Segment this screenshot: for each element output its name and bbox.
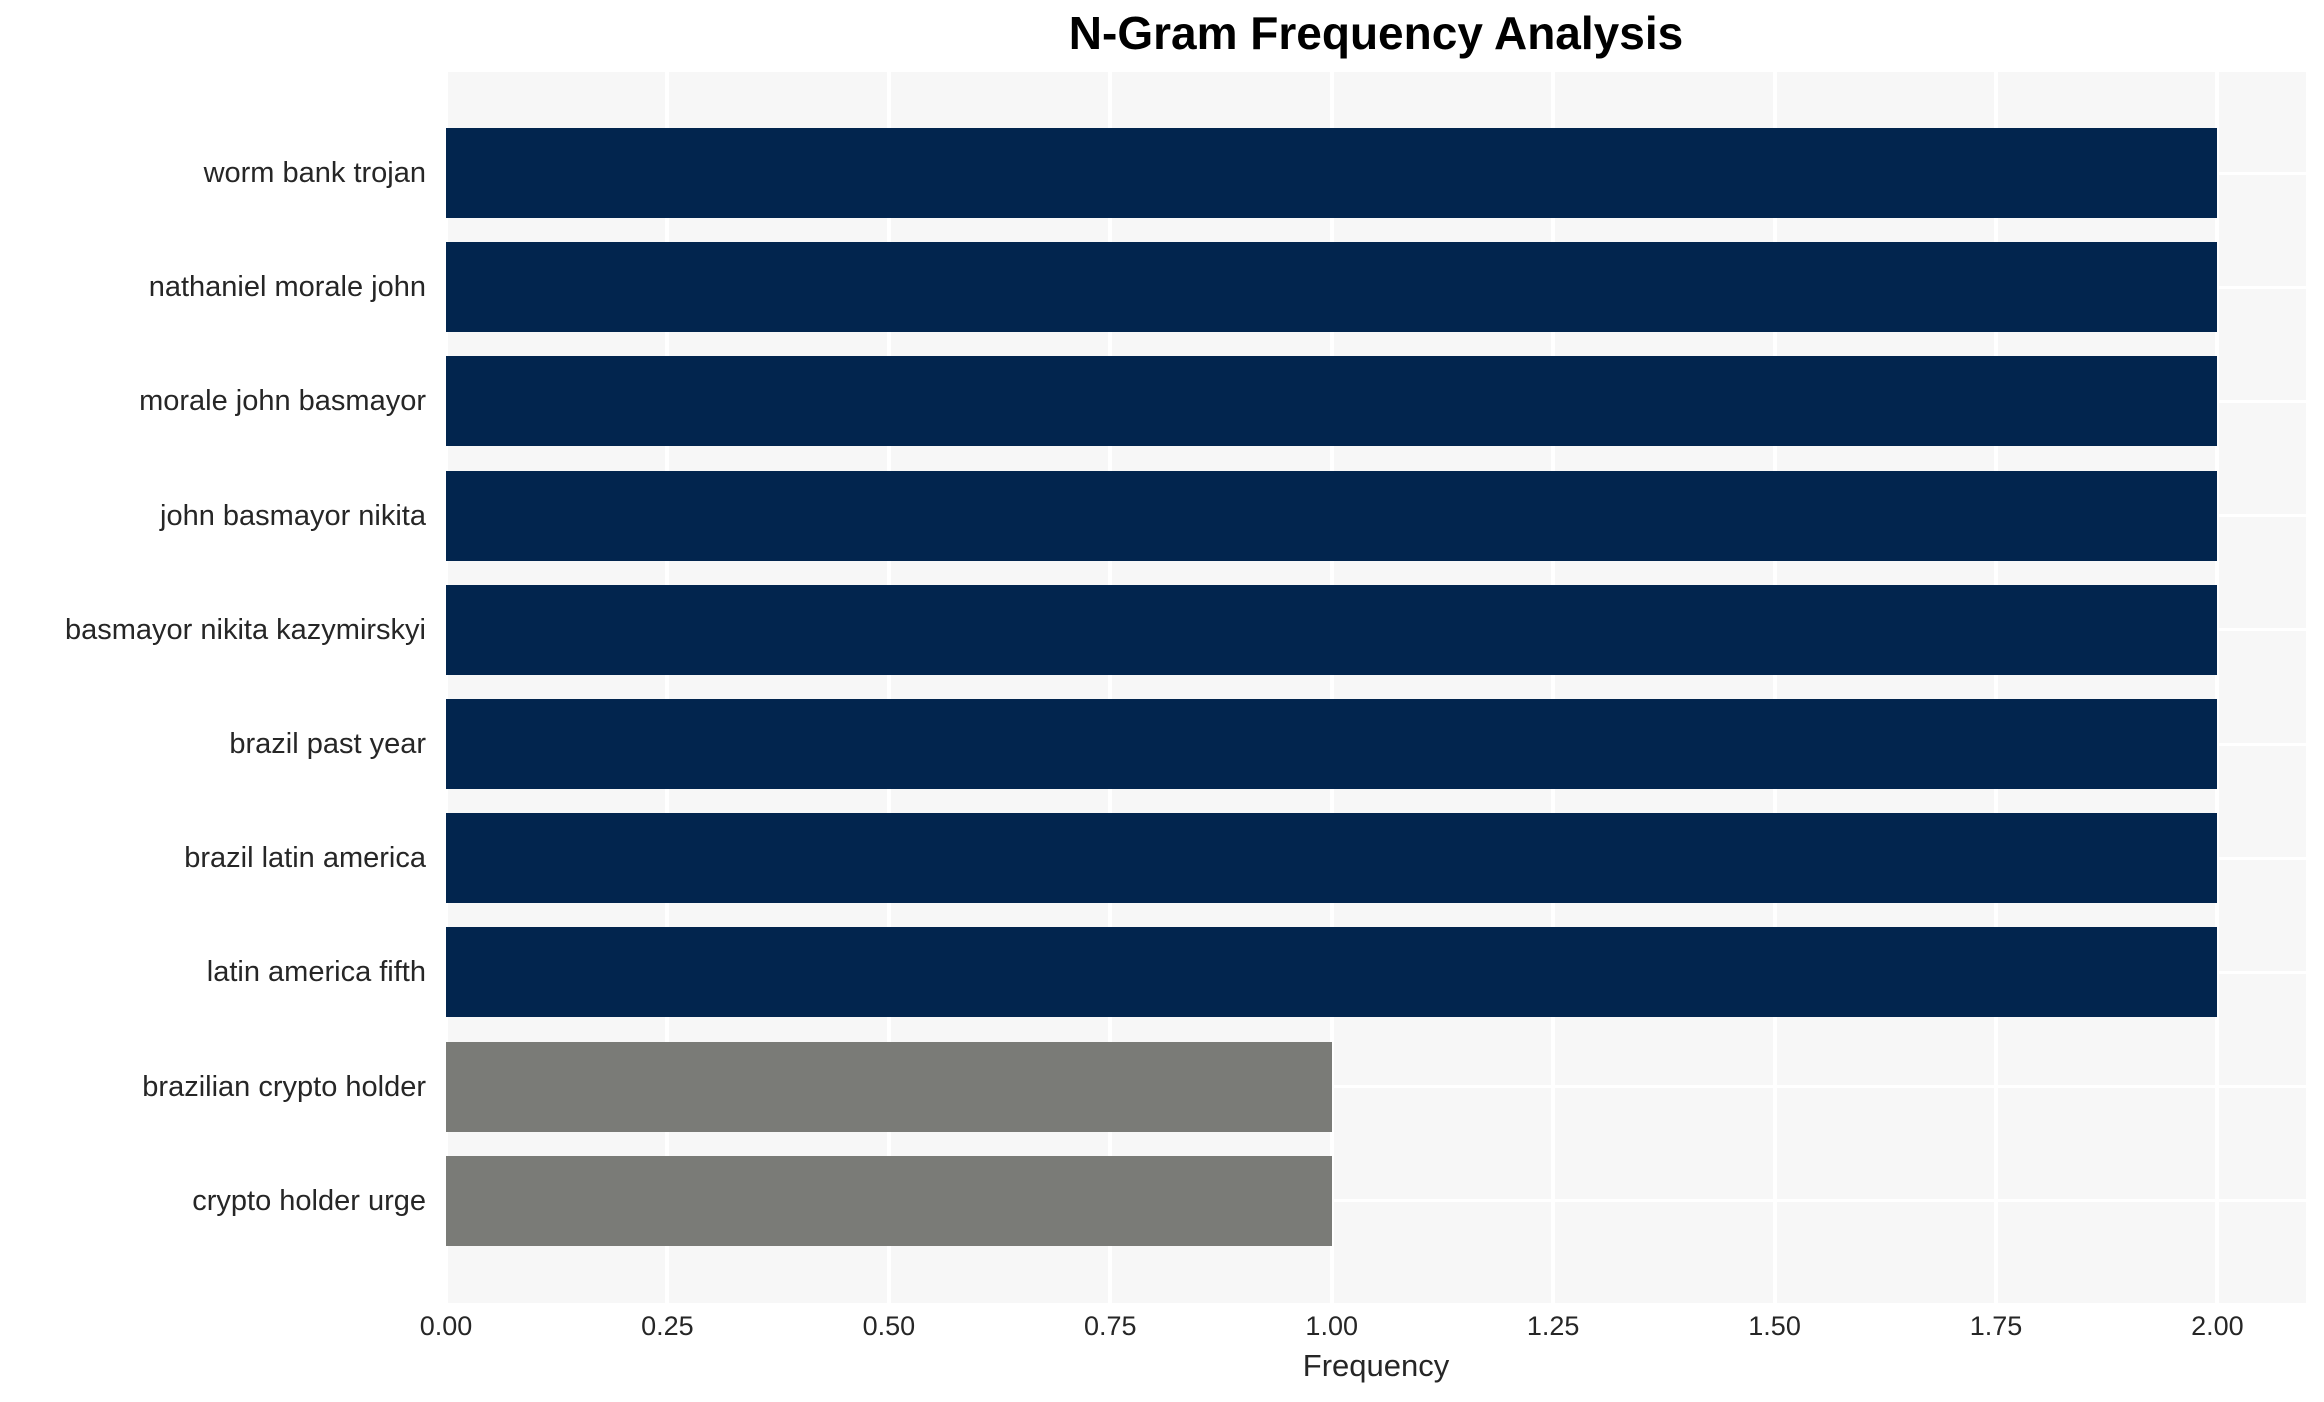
y-axis-tick-labels: worm bank trojan nathaniel morale john mor… xyxy=(0,72,436,1303)
x-tick-label: 2.00 xyxy=(2191,1311,2244,1341)
bar-john-basmayor-nikita xyxy=(446,470,2218,561)
x-gridline xyxy=(1551,72,1556,1303)
x-axis-title: Frequency xyxy=(1302,1348,1450,1383)
bar-nathaniel-morale-john xyxy=(446,242,2218,333)
x-gridline xyxy=(665,72,670,1303)
x-tick-label: 0.25 xyxy=(641,1311,694,1341)
plot-area xyxy=(444,72,2306,1303)
y-tick-label: brazil latin america xyxy=(184,842,426,875)
bar-morale-john-basmayor xyxy=(446,356,2218,447)
x-gridline xyxy=(1772,72,1777,1303)
y-tick-label: brazil past year xyxy=(229,728,426,760)
x-axis-tick-labels: 0.00 0.25 0.50 0.75 1.00 1.25 1.50 1.75 2.00 xyxy=(420,1303,2306,1347)
x-gridline xyxy=(444,72,448,1303)
x-gridline xyxy=(1108,72,1113,1303)
bar-brazilian-crypto-holder xyxy=(446,1041,1332,1132)
y-tick-label: nathaniel morale john xyxy=(148,271,426,304)
y-gridline xyxy=(446,1199,2306,1203)
chart-title: N-Gram Frequency Analysis xyxy=(1068,7,1684,59)
bar-crypto-holder-urge xyxy=(446,1155,1332,1246)
bar-worm-bank-trojan xyxy=(446,128,2218,218)
bar-brazil-latin-america xyxy=(446,813,2218,904)
y-tick-label: latin america fifth xyxy=(206,956,426,989)
x-gridline xyxy=(2215,72,2220,1303)
y-tick-label: brazilian crypto holder xyxy=(142,1070,426,1103)
y-tick-label: worm bank trojan xyxy=(203,157,426,189)
x-tick-label: 0.50 xyxy=(862,1311,916,1341)
bar-basmayor-nikita-kazymirskyi xyxy=(446,584,2218,675)
y-tick-label: morale john basmayor xyxy=(139,385,426,418)
x-tick-label: 0.00 xyxy=(419,1311,473,1341)
bar-latin-america-fifth xyxy=(446,927,2218,1018)
x-tick-label: 1.50 xyxy=(1748,1311,1801,1341)
y-gridline xyxy=(446,1085,2306,1089)
x-gridline xyxy=(886,72,891,1303)
x-gridline xyxy=(1329,72,1334,1303)
x-tick-label: 0.75 xyxy=(1084,1311,1137,1341)
y-tick-label: basmayor nikita kazymirskyi xyxy=(65,613,426,646)
x-tick-label: 1.75 xyxy=(1969,1311,2023,1341)
x-gridline xyxy=(1994,72,1998,1303)
bar-brazil-past-year xyxy=(446,699,2218,789)
y-tick-label: crypto holder urge xyxy=(192,1184,426,1217)
x-tick-label: 1.00 xyxy=(1305,1311,1358,1341)
y-tick-label: john basmayor nikita xyxy=(160,499,426,532)
x-tick-label: 1.25 xyxy=(1526,1311,1580,1341)
